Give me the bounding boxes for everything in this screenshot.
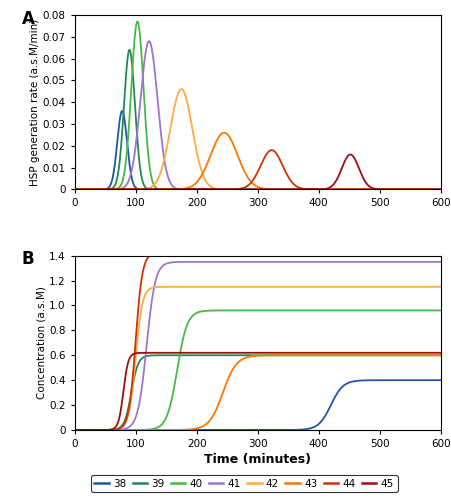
Y-axis label: Concentration (a.s.M): Concentration (a.s.M) [36, 286, 46, 400]
X-axis label: Time (minutes): Time (minutes) [204, 453, 310, 466]
Text: B: B [22, 250, 34, 268]
Text: A: A [22, 10, 34, 28]
Y-axis label: HSP generation rate (a.s.M/min): HSP generation rate (a.s.M/min) [30, 18, 40, 186]
Legend: 38, 39, 40, 41, 42, 43, 44, 45: 38, 39, 40, 41, 42, 43, 44, 45 [90, 475, 397, 492]
